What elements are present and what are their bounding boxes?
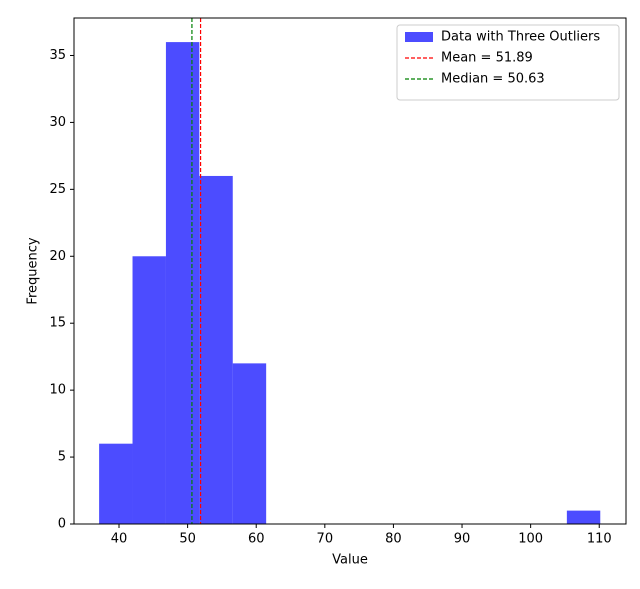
y-tick-label: 25 [49, 182, 66, 197]
bar [165, 42, 200, 524]
bar [199, 175, 233, 524]
y-tick-label: 20 [49, 249, 66, 264]
x-tick-label: 60 [248, 532, 265, 547]
x-tick-label: 40 [111, 532, 128, 547]
y-tick-label: 15 [49, 316, 66, 331]
y-tick-label: 35 [49, 48, 66, 63]
legend-label: Data with Three Outliers [441, 30, 600, 45]
x-tick-label: 70 [317, 532, 334, 547]
x-tick-label: 100 [518, 532, 543, 547]
bar [232, 363, 267, 524]
legend-patch [405, 32, 433, 42]
y-tick-label: 10 [49, 383, 66, 398]
bar [566, 510, 601, 524]
y-axis-label: Frequency [26, 237, 41, 304]
bar [132, 256, 166, 524]
legend-box [396, 24, 620, 101]
x-tick-label: 110 [587, 532, 612, 547]
x-axis-label: Value [332, 553, 368, 568]
x-tick-label: 80 [385, 532, 402, 547]
y-tick-label: 5 [58, 450, 66, 465]
bar [99, 443, 133, 524]
x-tick-label: 50 [179, 532, 196, 547]
plot-frame [73, 17, 627, 525]
y-tick-label: 0 [58, 517, 66, 532]
x-tick-label: 90 [454, 532, 471, 547]
y-tick-label: 30 [49, 115, 66, 130]
legend-label: Median = 50.63 [441, 72, 545, 87]
legend-label: Mean = 51.89 [441, 51, 533, 66]
